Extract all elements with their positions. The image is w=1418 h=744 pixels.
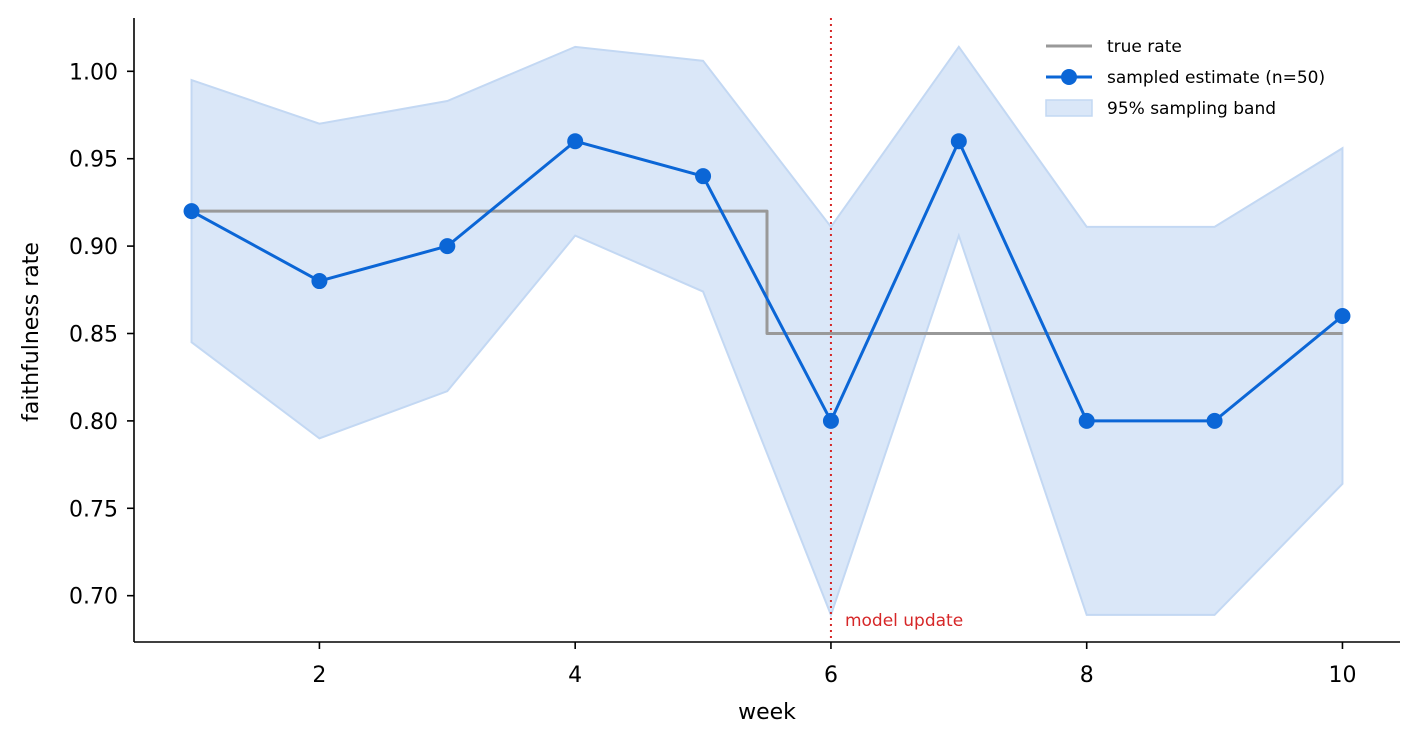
sampled-estimate-point bbox=[439, 238, 456, 255]
x-axis-label: week bbox=[738, 700, 796, 725]
axes: 2 4 6 8 10 0.70 0.75 0.80 0.85 0.90 0.95 1.00 bbox=[69, 18, 1400, 688]
y-tick-label: 1.00 bbox=[69, 60, 118, 85]
true-rate-line bbox=[191, 209, 1343, 335]
model-update-annotation: model update bbox=[845, 611, 963, 631]
sampled-estimate-point bbox=[950, 133, 967, 150]
legend-sampling-band-swatch bbox=[1045, 99, 1093, 117]
legend-true-rate-label: true rate bbox=[1107, 37, 1182, 57]
legend-sampled-estimate-label: sampled estimate (n=50) bbox=[1107, 68, 1325, 88]
legend: true rate sampled estimate (n=50) 95% samp… bbox=[1045, 37, 1325, 119]
y-tick-label: 0.85 bbox=[69, 322, 118, 347]
sampled-estimate-point bbox=[822, 412, 839, 429]
y-tick-label: 0.80 bbox=[69, 410, 118, 435]
sampled-estimate-point bbox=[311, 273, 328, 290]
series-lines-layer bbox=[183, 133, 1351, 429]
sampled-estimate-point bbox=[1206, 412, 1223, 429]
x-tick-label: 10 bbox=[1328, 663, 1356, 688]
y-tick-label: 0.75 bbox=[69, 497, 118, 522]
x-tick-label: 6 bbox=[824, 663, 838, 688]
sampled-estimate-point bbox=[567, 133, 584, 150]
y-tick-label: 0.70 bbox=[69, 585, 118, 610]
x-tick-label: 4 bbox=[568, 663, 582, 688]
sampled-estimate-point bbox=[695, 168, 712, 185]
sampled-estimate-point bbox=[1334, 308, 1351, 325]
x-tick-label: 2 bbox=[312, 663, 326, 688]
y-axis-label: faithfulness rate bbox=[19, 242, 44, 422]
legend-sampling-band-label: 95% sampling band bbox=[1107, 99, 1276, 119]
y-tick-label: 0.90 bbox=[69, 235, 118, 260]
sampled-estimate-point bbox=[1078, 412, 1095, 429]
sampled-estimate-point bbox=[183, 203, 200, 220]
x-tick-label: 8 bbox=[1080, 663, 1094, 688]
y-tick-label: 0.95 bbox=[69, 148, 118, 173]
sampled-estimate-line bbox=[190, 139, 1344, 423]
legend-sampled-estimate-marker bbox=[1061, 69, 1077, 85]
